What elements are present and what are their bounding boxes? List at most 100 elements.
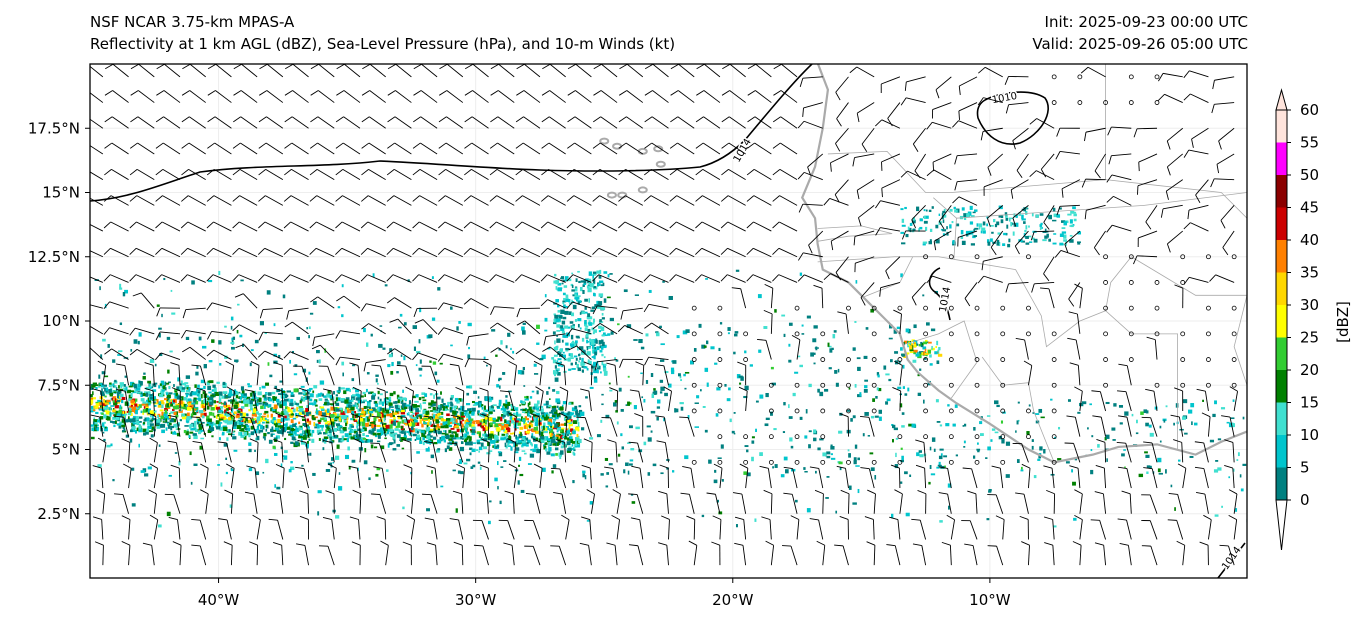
reflectivity-cell: [212, 384, 216, 388]
reflectivity-cell: [290, 461, 293, 464]
reflectivity-cell: [812, 338, 817, 343]
reflectivity-cell: [951, 221, 954, 224]
wind-barb-flag: [1158, 73, 1164, 82]
wind-barb: [575, 64, 592, 78]
reflectivity-cell: [113, 385, 117, 388]
reflectivity-cell: [575, 361, 577, 365]
reflectivity-cell: [109, 382, 112, 385]
reflectivity-cell: [536, 412, 540, 415]
wind-barb-flag: [490, 64, 499, 70]
reflectivity-cell: [1163, 419, 1166, 423]
reflectivity-cell: [450, 344, 453, 347]
reflectivity-cell: [929, 228, 933, 232]
reflectivity-cell: [1005, 474, 1010, 478]
wind-barb-flag: [797, 120, 805, 129]
reflectivity-cell: [301, 464, 304, 467]
reflectivity-cell: [230, 346, 235, 350]
wind-barb-flag: [309, 221, 317, 229]
reflectivity-cell: [225, 457, 228, 460]
reflectivity-cell: [524, 398, 529, 401]
reflectivity-cell: [626, 324, 632, 328]
reflectivity-cell: [596, 360, 599, 366]
wind-barb: [549, 90, 566, 103]
reflectivity-cell: [591, 306, 596, 310]
reflectivity-cell: [1025, 225, 1028, 230]
wind-barb: [240, 90, 258, 103]
wind-barb: [701, 247, 721, 258]
reflectivity-cell: [1111, 427, 1116, 431]
wind-barb-flag: [1094, 170, 1101, 179]
reflectivity-cell: [467, 322, 472, 327]
reflectivity-cell: [814, 347, 819, 349]
reflectivity-cell: [316, 349, 320, 354]
reflectivity-cell: [95, 403, 100, 407]
reflectivity-cell: [523, 438, 526, 443]
reflectivity-cell: [908, 342, 911, 345]
reflectivity-cell: [570, 412, 573, 415]
reflectivity-cell: [503, 411, 507, 415]
reflectivity-cell: [367, 405, 370, 408]
reflectivity-cell: [125, 434, 130, 438]
reflectivity-cell: [561, 339, 564, 343]
reflectivity-cell: [567, 278, 572, 282]
reflectivity-cell: [474, 401, 479, 406]
wind-barb: [1167, 230, 1184, 245]
reflectivity-cell: [347, 446, 350, 451]
reflectivity-cell: [545, 412, 549, 415]
reflectivity-cell: [547, 443, 550, 448]
reflectivity-cell: [600, 346, 604, 350]
reflectivity-cell: [385, 424, 390, 429]
reflectivity-cell: [589, 339, 593, 343]
reflectivity-cell: [148, 417, 151, 421]
reflectivity-cell: [144, 417, 147, 422]
reflectivity-cell: [465, 403, 471, 406]
reflectivity-cell: [221, 395, 226, 399]
reflectivity-cell: [556, 422, 560, 426]
reflectivity-cell: [179, 386, 183, 390]
reflectivity-cell: [676, 335, 680, 339]
reflectivity-cell: [997, 232, 1001, 235]
wind-barb: [1059, 204, 1080, 207]
reflectivity-cell: [481, 404, 484, 407]
wind-barb: [957, 230, 978, 238]
reflectivity-cell: [262, 471, 265, 474]
wind-barb-flag: [156, 90, 165, 96]
reflectivity-cell: [808, 383, 812, 388]
reflectivity-cell: [235, 394, 239, 399]
reflectivity-cell: [368, 477, 371, 481]
wind-barb-flag: [233, 64, 242, 70]
wind-barb-flag: [309, 247, 317, 255]
reflectivity-cell: [904, 393, 908, 396]
reflectivity-cell: [973, 455, 976, 459]
reflectivity-cell: [300, 436, 304, 439]
reflectivity-cell: [560, 276, 565, 280]
reflectivity-cell: [273, 342, 278, 347]
wind-barb: [624, 247, 643, 258]
reflectivity-cell: [223, 415, 227, 421]
reflectivity-cell: [102, 402, 107, 406]
reflectivity-cell: [218, 409, 223, 413]
reflectivity-cell: [158, 327, 162, 330]
reflectivity-cell: [519, 404, 521, 407]
reflectivity-cell: [863, 355, 868, 359]
reflectivity-cell: [169, 419, 175, 422]
reflectivity-cell: [131, 467, 135, 471]
reflectivity-cell: [229, 420, 233, 425]
wind-barb: [676, 195, 695, 206]
wind-barb-flag: [490, 90, 499, 96]
reflectivity-cell: [149, 423, 152, 427]
reflectivity-cell: [325, 429, 328, 434]
wind-barb-flag: [875, 227, 881, 236]
reflectivity-cell: [183, 403, 187, 407]
reflectivity-cell: [256, 426, 260, 428]
reflectivity-cell: [164, 407, 169, 412]
reflectivity-cell: [265, 428, 268, 432]
reflectivity-cell: [341, 398, 346, 402]
reflectivity-cell: [471, 400, 475, 404]
reflectivity-cell: [425, 410, 428, 416]
reflectivity-cell: [913, 349, 918, 353]
reflectivity-cell: [1140, 411, 1144, 415]
reflectivity-cell: [514, 417, 516, 421]
reflectivity-cell: [436, 379, 440, 383]
reflectivity-cell: [468, 439, 472, 443]
